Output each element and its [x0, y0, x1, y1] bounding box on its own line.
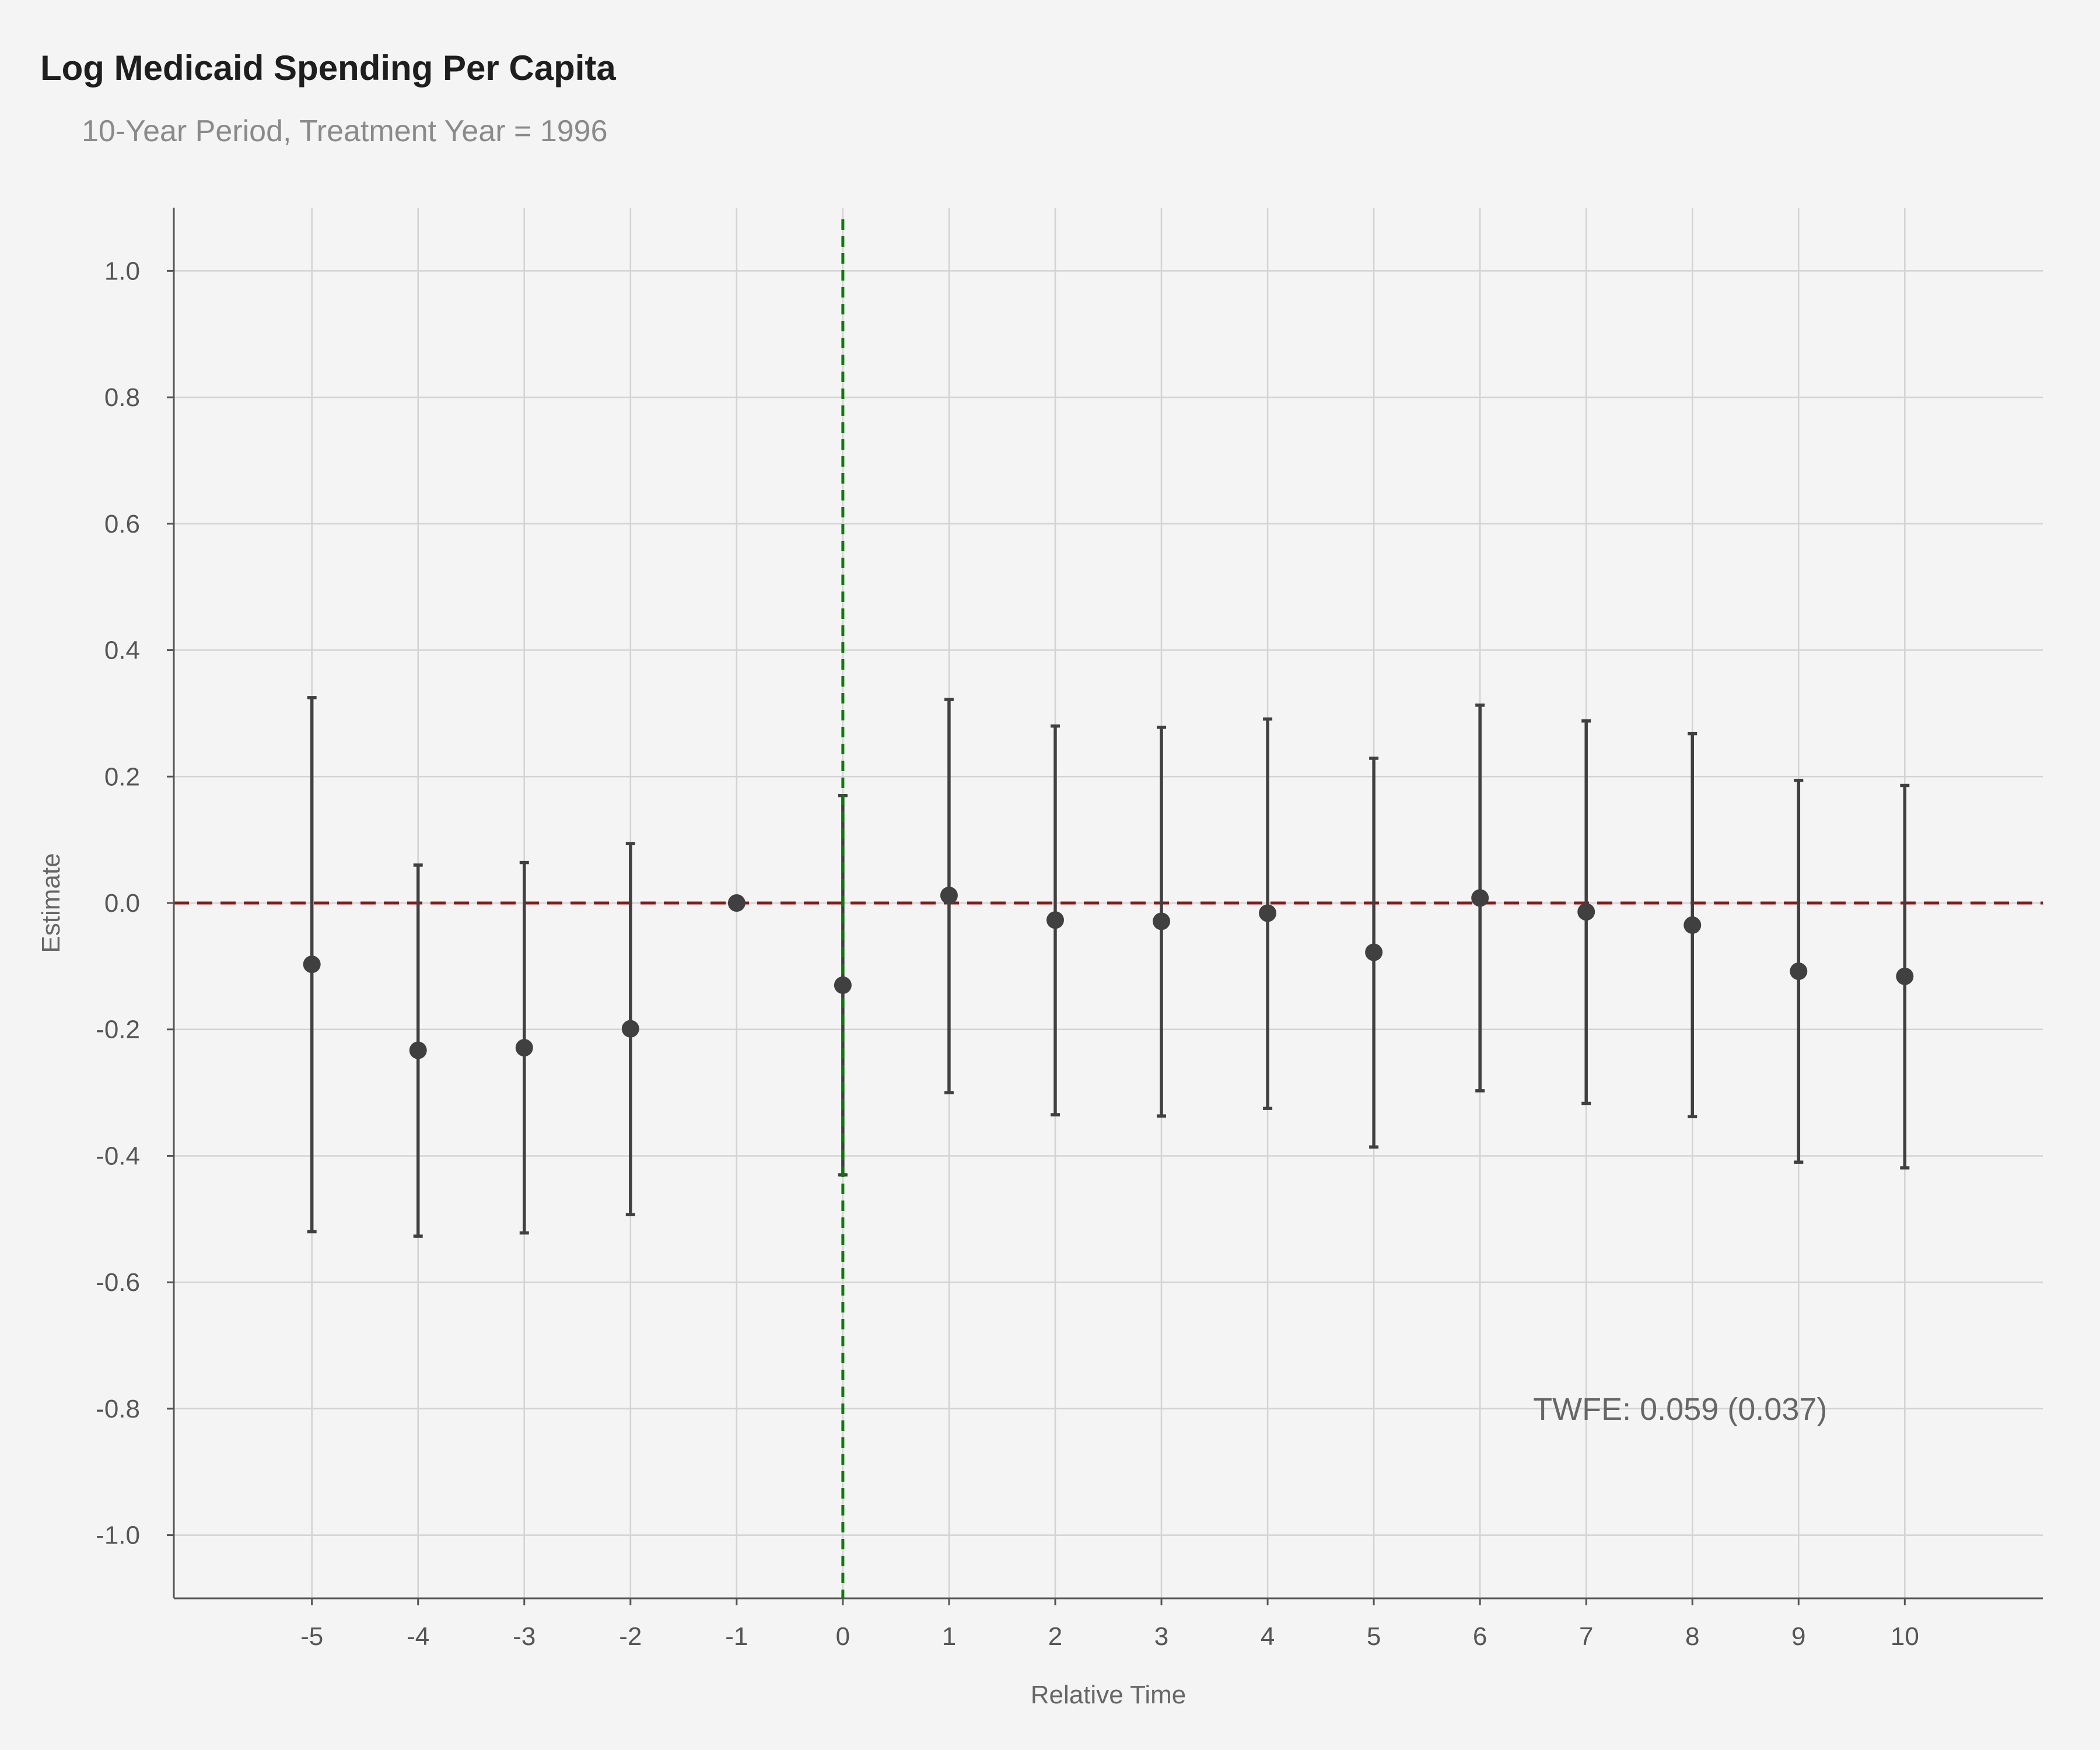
x-tick-label: 1: [942, 1622, 956, 1651]
axes: [167, 208, 2043, 1605]
x-tick-label: 10: [1891, 1622, 1919, 1651]
tick-labels: -5 -4 -3 -2 -1 0 1 2 3 4 5 6 7 8 9 10 1.0 0.8 0.6 0.4 0.2 0.0…: [96, 257, 1919, 1651]
y-tick-label: -0.2: [96, 1016, 140, 1044]
y-tick-label: 0.2: [104, 762, 140, 791]
x-axis-title: Relative Time: [1031, 1681, 1186, 1709]
estimate-point: [1471, 889, 1489, 907]
estimate-point: [1046, 911, 1064, 929]
x-tick-label: 0: [836, 1622, 850, 1651]
twfe-annotation: TWFE: 0.059 (0.037): [1533, 1392, 1827, 1427]
x-tick-label: 5: [1367, 1622, 1381, 1651]
estimate-point: [940, 886, 958, 904]
y-tick-label: 0.0: [104, 889, 140, 918]
x-tick-label: 9: [1791, 1622, 1805, 1651]
estimate-point: [1577, 903, 1595, 921]
x-tick-label: 6: [1473, 1622, 1487, 1651]
chart-title: Log Medicaid Spending Per Capita: [40, 48, 616, 88]
estimate-point: [1790, 963, 1808, 981]
estimate-point: [727, 894, 746, 912]
y-tick-label: 0.6: [104, 510, 140, 538]
x-tick-label: 7: [1579, 1622, 1593, 1651]
y-tick-label: -0.6: [96, 1268, 140, 1297]
x-tick-label: -1: [725, 1622, 748, 1651]
estimate-point: [1365, 943, 1383, 961]
y-tick-label: 1.0: [104, 257, 140, 285]
x-tick-label: -5: [300, 1622, 323, 1651]
x-tick-label: -4: [407, 1622, 429, 1651]
x-tick-label: 3: [1154, 1622, 1168, 1651]
x-tick-label: -2: [619, 1622, 642, 1651]
estimate-point: [1259, 904, 1277, 922]
y-tick-label: -1.0: [96, 1521, 140, 1550]
x-tick-label: 4: [1261, 1622, 1275, 1651]
y-tick-label: -0.8: [96, 1395, 140, 1423]
estimate-point: [515, 1039, 533, 1057]
y-axis-title: Estimate: [37, 853, 65, 953]
estimate-point: [303, 956, 321, 974]
y-tick-label: 0.8: [104, 383, 140, 412]
estimate-point: [1684, 916, 1702, 934]
estimate-point: [1896, 967, 1914, 985]
estimate-point: [409, 1041, 427, 1059]
y-tick-label: -0.4: [96, 1142, 140, 1170]
chart-subtitle: 10-Year Period, Treatment Year = 1996: [82, 114, 608, 148]
estimate-point: [834, 976, 852, 994]
x-tick-label: -3: [513, 1622, 536, 1651]
estimate-point: [1153, 912, 1171, 930]
y-tick-label: 0.4: [104, 636, 140, 665]
x-tick-label: 2: [1048, 1622, 1062, 1651]
x-tick-label: 8: [1685, 1622, 1699, 1651]
point-estimates: [303, 886, 1914, 1059]
estimate-point: [621, 1020, 639, 1038]
